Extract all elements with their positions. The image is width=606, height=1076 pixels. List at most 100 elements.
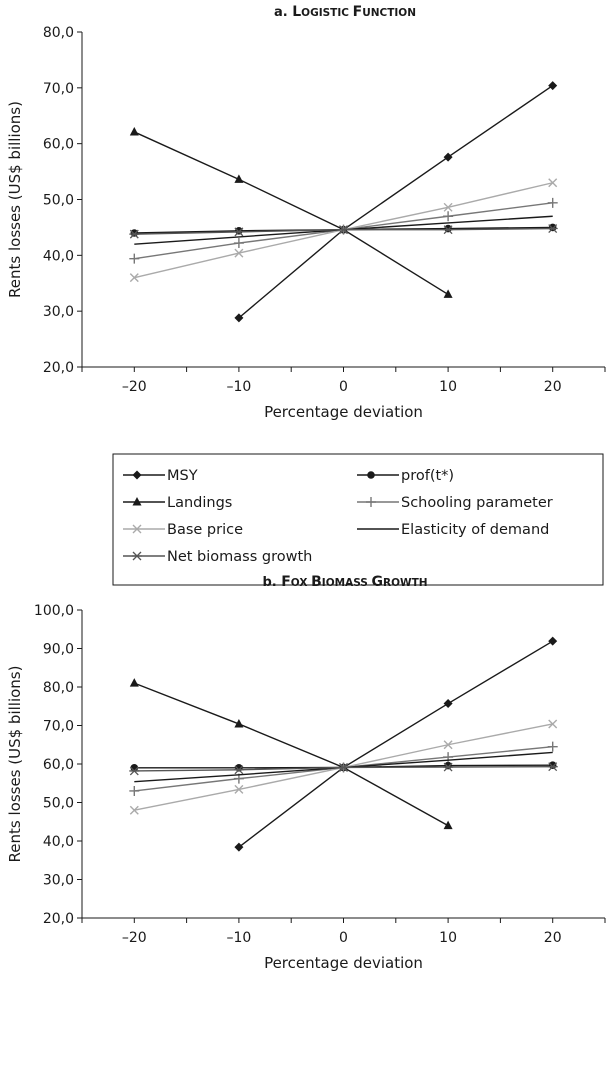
data-point: [129, 253, 140, 264]
data-point: [547, 762, 558, 772]
data-point: [443, 211, 454, 222]
data-point: [443, 152, 453, 162]
legend-item-landings: Landings: [123, 495, 232, 511]
series-msy: [234, 81, 558, 323]
y-tick-label: 50,0: [43, 796, 74, 812]
data-point: [443, 820, 453, 830]
legend-item-base-price: Base price: [123, 522, 243, 538]
data-point: [234, 718, 244, 728]
data-point: [548, 719, 558, 729]
data-point: [129, 766, 140, 776]
y-tick-label: 30,0: [43, 304, 74, 320]
y-tick-label: 30,0: [43, 873, 74, 889]
data-point: [234, 784, 244, 794]
y-tick-label: 40,0: [43, 248, 74, 264]
data-point: [338, 225, 349, 235]
x-tick-label: 20: [544, 930, 562, 946]
data-point: [233, 238, 244, 249]
x-tick-label: –10: [226, 930, 251, 946]
legend-plus-icon: [366, 497, 376, 507]
chart-title: b. FOX BIOMASS GROWTH: [262, 574, 427, 590]
data-point: [443, 225, 454, 235]
y-tick-label: 90,0: [43, 642, 74, 658]
x-tick-label: –10: [226, 379, 251, 395]
data-point: [443, 202, 453, 212]
x-tick-label: 0: [339, 930, 348, 946]
series-net-biomass-growth: [129, 762, 558, 776]
chart-fox-biomass-growth: 20,0 30,0 40,0 50,0 60,0 70,0 80,0 90,0 100,0 –20…: [6, 574, 606, 972]
legend-label: Net biomass growth: [167, 549, 312, 565]
legend-item-msy: MSY: [123, 468, 198, 484]
legend-item-schooling-parameter: Schooling parameter: [357, 495, 553, 511]
x-tick-label: 10: [439, 379, 457, 395]
y-tick-label: 70,0: [43, 81, 74, 97]
y-tick-label: 80,0: [43, 680, 74, 696]
data-point: [444, 224, 452, 233]
data-point: [129, 678, 139, 687]
data-point: [548, 636, 558, 646]
legend-label: MSY: [167, 468, 198, 484]
series-line: [238, 85, 554, 319]
data-point: [129, 273, 139, 283]
x-axis-title: Percentage deviation: [264, 954, 423, 972]
x-tick-label: 10: [439, 930, 457, 946]
legend-circle-icon: [367, 471, 375, 479]
legend-label: Elasticity of demand: [401, 522, 549, 538]
series-landings: [129, 126, 453, 298]
data-point: [234, 248, 244, 258]
data-point: [129, 126, 139, 136]
data-point: [338, 763, 349, 772]
legend-triangle-icon: [132, 497, 142, 506]
y-tick-label: 70,0: [43, 719, 74, 735]
legend-x-icon: [132, 524, 142, 534]
series-line: [134, 131, 449, 296]
legend-diamond-icon: [132, 470, 142, 480]
legend-label: Landings: [167, 495, 232, 511]
data-point: [548, 761, 557, 769]
data-point: [234, 174, 244, 183]
series-schooling-parameter: [129, 197, 558, 264]
data-point: [129, 785, 140, 796]
legend-star-icon: [132, 551, 142, 561]
series-schooling-parameter: [129, 741, 558, 796]
data-point: [547, 741, 558, 752]
legend-label: Base price: [167, 522, 243, 538]
data-point: [443, 762, 454, 772]
data-point: [233, 227, 244, 237]
x-tick-label: –20: [122, 379, 147, 395]
x-tick-label: 0: [339, 379, 348, 395]
y-axis-title: Rents losses (US$ billions): [6, 666, 24, 863]
chart-title: a. LOGISTIC FUNCTION: [274, 4, 416, 20]
data-point: [547, 224, 558, 233]
data-point: [129, 805, 139, 815]
series-line: [134, 682, 449, 827]
legend: MSY prof(t*) Landings Schooling parameter Ba…: [112, 453, 604, 586]
legend-label: prof(t*): [401, 468, 454, 484]
data-point: [444, 761, 452, 770]
legend-item-elasticity-of-demand: Elasticity of demand: [357, 522, 549, 538]
data-point: [234, 313, 244, 323]
y-tick-label: 100,0: [34, 603, 74, 619]
legend-label: Schooling parameter: [401, 495, 553, 511]
legend-item-net-biomass-growth: Net biomass growth: [123, 549, 312, 565]
data-point: [548, 223, 557, 232]
data-point: [443, 740, 453, 750]
data-point: [443, 699, 453, 709]
series-line: [238, 640, 554, 848]
chart-logistic-function: 20,0 30,0 40,0 50,0 60,0 70,0 80,0 –20 –10 0 10 20 P…: [6, 4, 606, 421]
data-point: [548, 178, 558, 188]
legend-item-prof-t: prof(t*): [357, 468, 454, 484]
y-tick-label: 40,0: [43, 834, 74, 850]
x-tick-label: –20: [122, 930, 147, 946]
data-point: [443, 289, 453, 298]
series-msy: [234, 636, 558, 852]
data-point: [234, 842, 244, 852]
y-tick-label: 60,0: [43, 137, 74, 153]
y-axis-title: Rents losses (US$ billions): [6, 101, 24, 298]
y-tick-label: 60,0: [43, 757, 74, 773]
data-point: [547, 197, 558, 208]
y-tick-label: 80,0: [43, 25, 74, 41]
data-point: [233, 765, 244, 775]
series-net-biomass-growth: [129, 224, 558, 239]
